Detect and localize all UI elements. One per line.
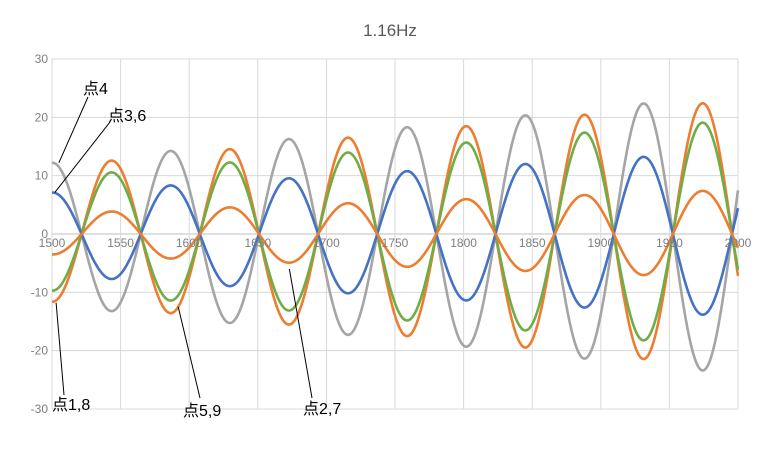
x-tick-label: 1800 [450, 236, 477, 250]
annotation-leader [55, 302, 65, 396]
y-tick-label: -30 [31, 402, 49, 416]
y-tick-label: -20 [31, 344, 49, 358]
series-line-5 [51, 189, 740, 277]
x-tick-label: 1900 [587, 236, 614, 250]
x-tick-label: 2000 [725, 236, 752, 250]
x-tick-label: 1600 [176, 236, 203, 250]
y-tick-label: 30 [35, 52, 49, 66]
x-tick-label: 1700 [313, 236, 340, 250]
y-tick-label: 10 [35, 169, 49, 183]
annotation-label: 点3,6 [108, 107, 146, 125]
x-tick-label: 1500 [39, 236, 66, 250]
annotation-label: 点4 [83, 80, 108, 98]
series-line-4 [51, 155, 740, 316]
plot-area [51, 101, 740, 372]
x-tick-label: 1650 [244, 236, 271, 250]
y-tick-label: 20 [35, 110, 49, 124]
series-line-3 [51, 121, 740, 342]
tick-labels: 30 20 10 0 -10 -20 -30 1500 1550 1600 1650 1700 1750… [31, 52, 752, 416]
series-line-2 [51, 101, 740, 361]
annotation-label: 点1,8 [52, 396, 90, 414]
x-tick-label: 1550 [107, 236, 134, 250]
x-tick-label: 1950 [656, 236, 683, 250]
x-tick-label: 1750 [382, 236, 409, 250]
annotation-leader [58, 96, 89, 164]
y-tick-label: -10 [31, 285, 49, 299]
annotation-label: 点5,9 [183, 402, 221, 420]
x-tick-label: 1850 [519, 236, 546, 250]
annotation-leader [177, 306, 201, 399]
y-tick-label: 0 [41, 227, 48, 241]
chart-title: 1.16Hz [363, 21, 417, 40]
gridlines [51, 58, 739, 410]
annotation-leader [54, 121, 111, 193]
annotation-leader [288, 268, 313, 399]
annotation-label: 点2,7 [303, 400, 341, 418]
series-line-1 [51, 102, 740, 372]
